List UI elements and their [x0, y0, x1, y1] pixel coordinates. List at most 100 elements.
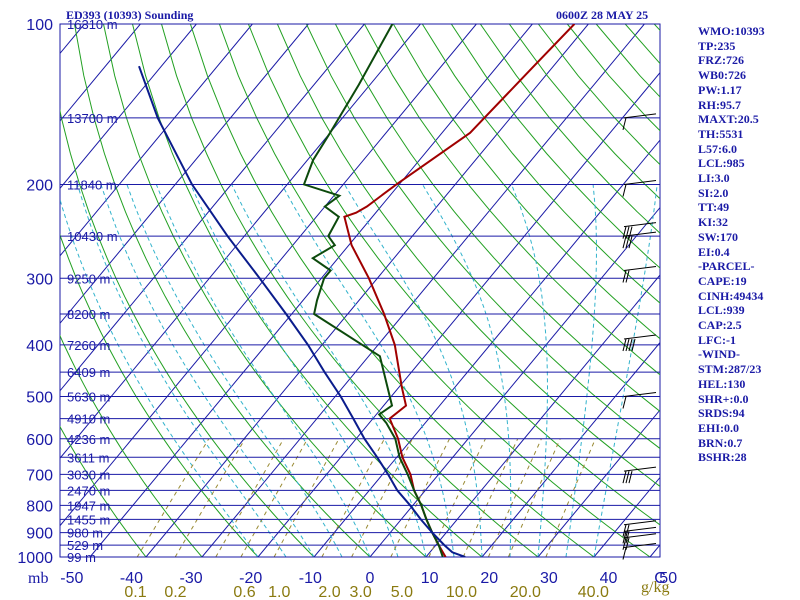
wind-barb-feather	[628, 470, 633, 484]
height-label: 980 m	[67, 526, 103, 541]
temperature-tick-label: 50	[659, 570, 677, 587]
index-line: TP:235	[698, 38, 736, 53]
isotherm	[60, 24, 253, 257]
moist-adiabat	[76, 184, 287, 557]
moist-adiabat	[60, 197, 259, 557]
mixing-ratio-unit-label: g/kg	[641, 579, 670, 596]
pressure-tick-label: 500	[26, 390, 53, 407]
height-label: 529 m	[67, 538, 103, 553]
isotherm	[481, 341, 660, 557]
mixing-ratio-label: 0.1	[124, 584, 146, 600]
height-label: 4910 m	[67, 412, 110, 427]
mixing-ratio-label: 0.6	[233, 584, 255, 600]
pressure-tick-label: 300	[26, 271, 53, 288]
index-line: TH:5531	[698, 126, 744, 141]
index-line: SRDS:94	[698, 406, 745, 421]
index-line: KI:32	[698, 215, 728, 230]
height-label: 8200 m	[67, 307, 110, 322]
wind-barb-feather	[622, 235, 627, 249]
moist-adiabat	[511, 184, 549, 557]
pressure-tick-label: 100	[26, 17, 53, 34]
height-label: 1947 m	[67, 498, 110, 513]
height-label: 7260 m	[67, 338, 110, 353]
isotherm	[89, 24, 533, 557]
mixing-ratio-label: 2.0	[318, 584, 340, 600]
pressure-tick-label: 400	[26, 338, 53, 355]
sounding-time: 0600Z 28 MAY 25	[556, 8, 649, 22]
wind-barb	[622, 222, 657, 239]
pressure-tick-label: 800	[26, 498, 53, 515]
index-line: BSHR:28	[698, 450, 747, 465]
isotherm	[425, 274, 660, 557]
pressure-tick-label: 700	[26, 467, 53, 484]
indices-panel: WMO:10393 TP:235 FRZ:726 WB0:726 PW:1.17 RH:9…	[698, 24, 798, 465]
wind-barb	[622, 334, 657, 352]
isotherm	[60, 24, 197, 190]
height-label: 4236 m	[67, 432, 110, 447]
wind-barb-feather	[622, 547, 627, 560]
profile-line	[138, 65, 466, 557]
wind-barb-feather	[625, 470, 630, 484]
wind-barb	[622, 392, 657, 409]
wind-barb	[622, 265, 657, 283]
temperature-tick-label: 30	[540, 570, 558, 587]
wind-barb-staff	[623, 543, 657, 549]
wind-barb	[622, 466, 657, 484]
index-line: EI:0.4	[698, 244, 730, 259]
height-label: 1455 m	[67, 512, 110, 527]
index-line: CAP:2.5	[698, 318, 742, 333]
index-line: WB0:726	[698, 68, 746, 83]
height-label: 6409 m	[67, 365, 110, 380]
isotherm	[60, 24, 365, 392]
wind-barb-feather	[628, 235, 633, 249]
temperature-tick-label: -30	[180, 570, 203, 587]
index-line: L57:6.0	[698, 141, 737, 156]
isotherm	[60, 24, 309, 325]
isotherm	[60, 24, 477, 527]
index-line: BRN:0.7	[698, 435, 743, 450]
temperature-unit-label: C	[654, 570, 666, 587]
wind-barb-feather	[625, 226, 630, 239]
index-line: CINH:49434	[698, 288, 764, 303]
index-line: CAPE:19	[698, 273, 747, 288]
wind-barb-feather	[631, 338, 636, 352]
wind-barb	[622, 113, 657, 130]
index-line: WMO:10393	[698, 24, 765, 38]
wind-barb-staff	[623, 265, 657, 271]
index-line: LCL:939	[698, 303, 745, 318]
height-label: 3611 m	[67, 450, 109, 465]
wind-barb-staff	[623, 179, 657, 185]
pressure-unit-label: mb	[28, 570, 49, 587]
height-label: 99 m	[67, 550, 96, 565]
isotherm	[537, 409, 660, 557]
height-label: 9250 m	[67, 271, 110, 286]
wind-barb-staff	[623, 222, 657, 228]
pressure-tick-label: 1000	[17, 550, 53, 567]
height-label: 10430 m	[67, 229, 118, 244]
index-line: EHI:0.0	[698, 420, 740, 435]
wind-barb-staff	[623, 113, 657, 119]
mixing-ratio-label: 20.0	[510, 584, 541, 600]
isotherm	[313, 139, 660, 557]
mixing-ratio-label: 40.0	[578, 584, 609, 600]
index-line: SW:170	[698, 229, 739, 244]
temperature-tick-label: 40	[600, 570, 618, 587]
height-label: 2470 m	[67, 483, 110, 498]
index-line: FRZ:726	[698, 53, 744, 68]
wind-barb-feather	[628, 338, 633, 352]
wind-barb-feather	[622, 537, 627, 550]
chart-title: ED393 (10393) Sounding	[66, 8, 194, 22]
index-line: LI:3.0	[698, 171, 730, 186]
mixing-ratio-label: 5.0	[391, 584, 413, 600]
index-line: SI:2.0	[698, 185, 729, 200]
mixing-ratio-label: 1.0	[268, 584, 290, 600]
temperature-tick-label: -40	[120, 570, 143, 587]
wind-barb-feather	[622, 396, 627, 409]
isotherm	[145, 24, 589, 557]
wind-barb-staff	[623, 231, 657, 237]
index-line: TT:49	[698, 200, 730, 215]
index-line: MAXT:20.5	[698, 112, 759, 127]
index-line: SHR+:0.0	[698, 391, 749, 406]
wind-barb-feather	[622, 270, 627, 283]
index-line: LCL:985	[698, 156, 745, 171]
